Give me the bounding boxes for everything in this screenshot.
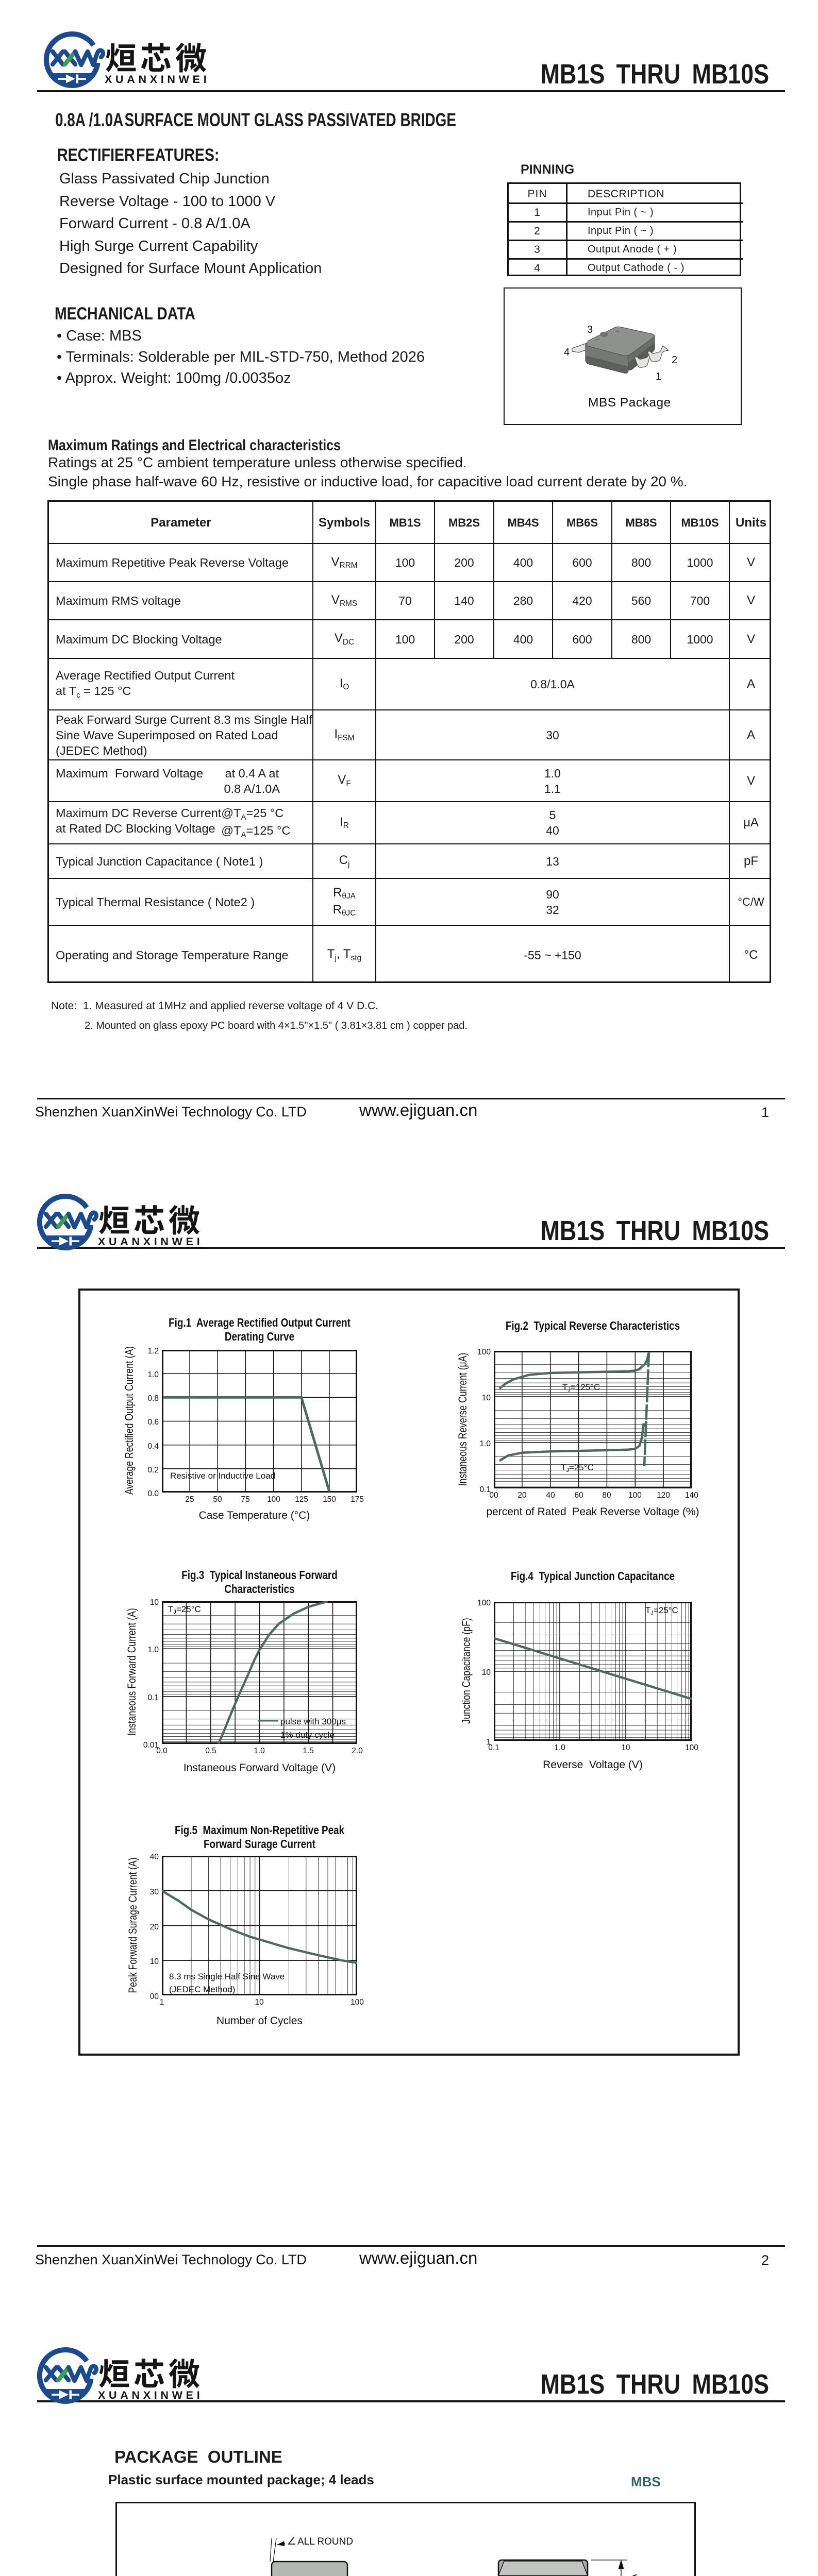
svg-text:2: 2 (672, 354, 677, 366)
svg-text:MBS Package: MBS Package (588, 396, 671, 410)
svg-text:XUANXINWEI: XUANXINWEI (98, 2389, 203, 2401)
svg-text:3: 3 (587, 324, 593, 335)
svg-text:ALL ROUND: ALL ROUND (297, 2536, 353, 2547)
svg-text:XUANXINWEI: XUANXINWEI (105, 73, 210, 86)
svg-text:1: 1 (656, 371, 661, 382)
svg-text:XUANXINWEI: XUANXINWEI (98, 1235, 203, 1248)
svg-text:A: A (626, 2574, 639, 2576)
svg-text:4: 4 (564, 347, 570, 358)
